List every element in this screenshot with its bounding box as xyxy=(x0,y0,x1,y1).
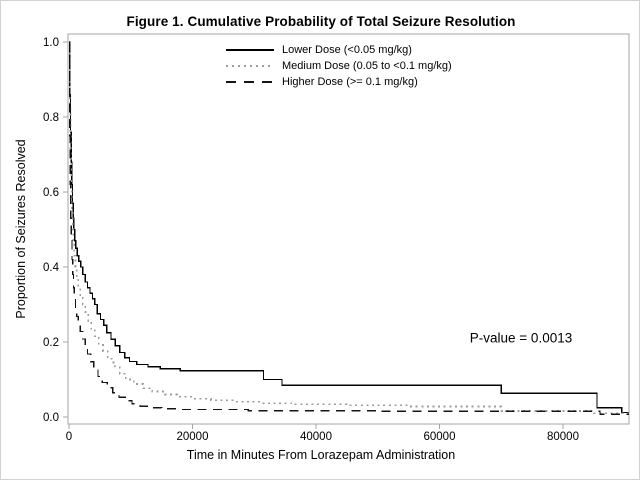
legend-item-higher-dose: Higher Dose (>= 0.1 mg/kg) xyxy=(226,74,452,90)
legend-label: Higher Dose (>= 0.1 mg/kg) xyxy=(282,76,418,88)
solid-line-sample xyxy=(226,49,274,51)
x-tick-label: 60000 xyxy=(424,431,456,443)
y-axis-title: Proportion of Seizures Resolved xyxy=(14,139,28,319)
y-tick-label: 0.0 xyxy=(43,412,59,424)
x-axis-title: Time in Minutes From Lorazepam Administr… xyxy=(186,448,456,462)
x-tick-label: 80000 xyxy=(547,431,579,443)
legend-item-lower-dose: Lower Dose (<0.05 mg/kg) xyxy=(226,42,452,58)
y-tick-label: 0.2 xyxy=(43,337,59,349)
legend-label: Medium Dose (0.05 to <0.1 mg/kg) xyxy=(282,60,452,72)
series-curve-dotted xyxy=(69,41,629,415)
series-curve-dashed xyxy=(69,41,629,416)
legend: Lower Dose (<0.05 mg/kg) Medium Dose (0.… xyxy=(226,42,452,90)
x-tick-label: 0 xyxy=(66,431,72,443)
y-tick-label: 1.0 xyxy=(43,37,59,49)
legend-item-medium-dose: Medium Dose (0.05 to <0.1 mg/kg) xyxy=(226,58,452,74)
legend-label: Lower Dose (<0.05 mg/kg) xyxy=(282,44,412,56)
chart-title: Figure 1. Cumulative Probability of Tota… xyxy=(126,14,516,29)
y-tick-label: 0.8 xyxy=(43,112,59,124)
dotted-line-sample xyxy=(226,65,274,67)
y-tick-label: 0.6 xyxy=(43,187,59,199)
series-curve-solid xyxy=(69,41,629,414)
y-tick-label: 0.4 xyxy=(43,262,60,274)
x-tick-label: 40000 xyxy=(300,431,332,443)
x-tick-label: 20000 xyxy=(177,431,209,443)
dashed-line-sample xyxy=(226,81,274,83)
plot-frame xyxy=(67,33,630,425)
p-value-annotation: P-value = 0.0013 xyxy=(469,330,573,346)
